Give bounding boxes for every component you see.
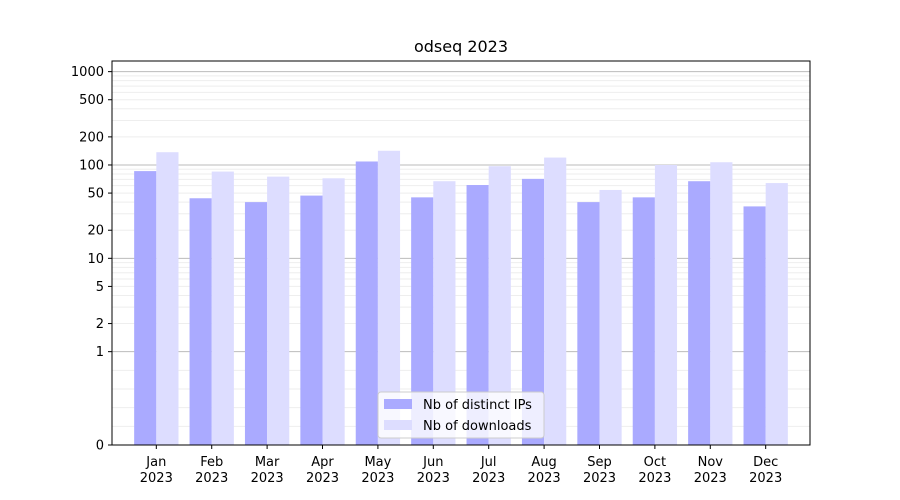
x-tick-label-year: 2023 bbox=[361, 471, 394, 486]
y-tick-label: 100 bbox=[79, 158, 104, 173]
x-tick-label-month: Oct bbox=[644, 455, 666, 470]
bar-downloads bbox=[765, 183, 788, 446]
bar-distinct-ips bbox=[577, 202, 600, 445]
y-tick-label: 5 bbox=[96, 280, 104, 295]
bar-downloads bbox=[377, 150, 401, 445]
x-tick-label-month: Nov bbox=[698, 455, 724, 470]
x-tick-label-year: 2023 bbox=[528, 471, 561, 486]
bar-distinct-ips bbox=[355, 161, 378, 445]
bar-downloads bbox=[322, 178, 345, 445]
bar-distinct-ips bbox=[466, 185, 489, 445]
y-axis: 0 1 2 5 10 20 50 100 200 500 1000 bbox=[71, 65, 112, 454]
y-tick-label: 2 bbox=[96, 317, 104, 332]
bar-distinct-ips bbox=[189, 198, 212, 445]
x-tick-label-month: Apr bbox=[311, 455, 334, 470]
x-tick-label-year: 2023 bbox=[583, 471, 616, 486]
x-tick-label-year: 2023 bbox=[306, 471, 339, 486]
x-tick-label-year: 2023 bbox=[472, 471, 505, 486]
bar-downloads bbox=[433, 181, 456, 446]
plot-frame bbox=[111, 60, 811, 446]
bar-distinct-ips bbox=[521, 178, 545, 445]
x-tick-label-year: 2023 bbox=[417, 471, 450, 486]
x-tick-label-month: Aug bbox=[531, 455, 556, 470]
y-tick-label: 10 bbox=[87, 252, 104, 267]
bar-distinct-ips bbox=[743, 206, 766, 445]
x-tick-label-month: Jul bbox=[480, 455, 497, 470]
x-tick-label-month: Jan bbox=[145, 455, 166, 470]
y-tick-label: 1000 bbox=[71, 65, 104, 80]
bar-downloads bbox=[156, 152, 179, 445]
legend-label: Nb of distinct IPs bbox=[423, 398, 532, 413]
legend-label: Nb of downloads bbox=[423, 419, 532, 434]
bar-distinct-ips bbox=[411, 197, 434, 445]
x-tick-label-month: Feb bbox=[200, 455, 223, 470]
x-tick-label-month: Jun bbox=[422, 455, 443, 470]
legend: Nb of distinct IPs Nb of downloads bbox=[377, 391, 545, 439]
bar-downloads bbox=[710, 162, 733, 445]
x-tick-label-month: May bbox=[364, 455, 391, 470]
bar-downloads bbox=[654, 164, 678, 446]
chart-title: odseq 2023 bbox=[414, 37, 508, 56]
x-tick-label-month: Sep bbox=[587, 455, 612, 470]
bar-distinct-ips bbox=[134, 171, 157, 445]
x-tick-label-year: 2023 bbox=[749, 471, 782, 486]
x-tick-label-year: 2023 bbox=[251, 471, 284, 486]
y-tick-label: 20 bbox=[87, 224, 104, 239]
y-tick-label: 0 bbox=[96, 439, 104, 454]
legend-box bbox=[377, 391, 545, 439]
x-tick-label-month: Dec bbox=[753, 455, 778, 470]
x-axis: Jan2023Feb2023Mar2023Apr2023May2023Jun20… bbox=[140, 445, 782, 486]
x-tick-label-month: Mar bbox=[255, 455, 280, 470]
legend-swatch bbox=[384, 420, 412, 430]
bar-downloads bbox=[488, 166, 511, 446]
y-tick-label: 200 bbox=[79, 130, 104, 145]
bar-downloads bbox=[544, 157, 567, 446]
legend-swatch bbox=[384, 399, 412, 409]
bar-distinct-ips bbox=[300, 195, 323, 445]
bars bbox=[134, 150, 788, 446]
y-tick-label: 500 bbox=[79, 93, 104, 108]
y-tick-label: 50 bbox=[87, 187, 104, 202]
bar-distinct-ips bbox=[688, 181, 711, 446]
x-tick-label-year: 2023 bbox=[694, 471, 727, 486]
bar-downloads bbox=[267, 176, 290, 445]
bar-downloads bbox=[211, 171, 234, 445]
bar-downloads bbox=[599, 189, 622, 445]
bar-distinct-ips bbox=[632, 197, 655, 445]
y-tick-label: 1 bbox=[96, 345, 104, 360]
x-tick-label-year: 2023 bbox=[195, 471, 228, 486]
x-tick-label-year: 2023 bbox=[638, 471, 671, 486]
x-tick-label-year: 2023 bbox=[140, 471, 173, 486]
bar-distinct-ips bbox=[244, 202, 268, 445]
